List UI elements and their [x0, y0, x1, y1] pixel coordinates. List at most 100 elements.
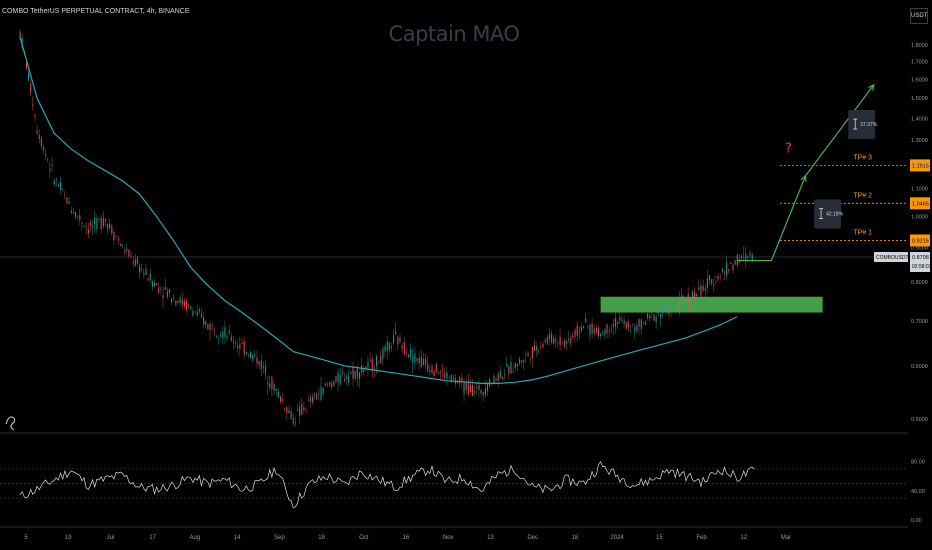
x-tick-label: 19: [65, 535, 72, 541]
current-price-label: 0.8708: [912, 255, 929, 261]
candle-body: [307, 400, 309, 401]
candle-body: [215, 336, 217, 337]
candle-body: [418, 357, 420, 364]
x-tick-label: 15: [656, 535, 663, 541]
candle-body: [694, 292, 696, 298]
candle-body: [132, 261, 134, 264]
candle-body: [623, 320, 625, 324]
candle-body: [92, 226, 94, 228]
candle-body: [213, 331, 215, 333]
candle-body: [42, 147, 45, 151]
candle-body: [390, 346, 393, 348]
candle-body: [288, 410, 290, 413]
candle-body: [416, 358, 418, 361]
candle-body: [461, 377, 463, 383]
ticker-title: COMBO TetherUS PERPETUAL CONTRACT, 4h, B…: [2, 8, 190, 15]
candle-body: [45, 153, 47, 156]
tp-level-label: TP# 2: [853, 192, 872, 199]
candle-body: [459, 377, 461, 384]
candle-body: [704, 288, 706, 291]
candle-body: [196, 311, 198, 316]
candle-body: [619, 316, 621, 321]
x-tick-label: 13: [487, 535, 494, 541]
candle-body: [192, 311, 194, 316]
candle-body: [318, 394, 320, 396]
x-tick-label: Nov: [443, 535, 454, 541]
candle-body: [369, 359, 371, 361]
candle-body: [207, 324, 209, 330]
candle-body: [139, 266, 141, 273]
candle-body: [630, 331, 632, 333]
candle-body: [679, 298, 681, 310]
candle-body: [100, 218, 102, 230]
candle-body: [55, 179, 57, 180]
candle-body: [536, 346, 538, 351]
tp-price-label: 1.0465: [912, 201, 929, 207]
candle-body: [51, 164, 53, 166]
candle-body: [580, 326, 583, 331]
candle-body: [713, 284, 715, 286]
drawing-tool-icon: [5, 416, 16, 431]
candle-body: [604, 329, 606, 336]
candle-body: [561, 342, 563, 343]
candle-body: [226, 336, 228, 338]
candle-body: [721, 268, 723, 272]
symbol-tag: [874, 251, 908, 262]
candle-body: [354, 371, 356, 380]
candle-body: [32, 104, 34, 107]
candle-body: [627, 322, 629, 328]
candle-body: [119, 244, 121, 247]
candle-body: [664, 306, 666, 308]
candle-body: [597, 328, 600, 337]
candle-body: [363, 370, 365, 373]
candle-body: [75, 211, 77, 218]
candle-body: [642, 322, 644, 323]
tp-level-label: TP# 1: [853, 229, 872, 236]
candle-body: [329, 382, 331, 385]
candle-body: [28, 72, 30, 81]
candle-body: [324, 383, 326, 386]
candle-body: [486, 383, 489, 391]
candle-body: [647, 313, 649, 318]
candle-body: [70, 210, 72, 214]
rsi-y-tick-label: 80.00: [911, 460, 925, 466]
y-tick-label: 1.1000: [911, 187, 928, 193]
candle-body: [548, 334, 550, 340]
candle-body: [708, 276, 711, 281]
y-tick-label: 0.7000: [911, 319, 928, 325]
x-tick-label: 14: [234, 535, 241, 541]
candle-body: [81, 222, 83, 224]
candle-body: [606, 324, 608, 334]
candle-body: [736, 255, 738, 265]
candle-body: [668, 311, 670, 315]
tp-price-tag: [910, 197, 930, 210]
candle-body: [292, 418, 294, 424]
candle-body: [706, 278, 708, 288]
candle-body: [83, 225, 85, 227]
candle-body: [427, 364, 429, 371]
candle-body: [232, 342, 235, 344]
candle-body: [126, 248, 128, 252]
candle-body: [559, 336, 561, 346]
candle-body: [422, 358, 425, 365]
measure-label: 42.18%: [826, 212, 844, 218]
tp-price-label: 0.9215: [912, 238, 929, 244]
candle-body: [521, 360, 523, 363]
candle-body: [608, 331, 610, 332]
candle-body: [702, 285, 704, 291]
candle-body: [371, 358, 373, 371]
candle-body: [314, 394, 316, 396]
currency-badge[interactable]: USDT: [910, 8, 928, 24]
target-zone-layer: [600, 296, 823, 313]
candle-body: [544, 339, 546, 342]
candle-body: [230, 336, 232, 341]
candle-body: [512, 372, 514, 373]
x-tick-label: Sep: [274, 535, 285, 541]
candle-body: [290, 411, 292, 420]
candle-body: [222, 331, 224, 339]
y-tick-label: 0.9000: [911, 245, 928, 251]
candle-body: [85, 226, 87, 228]
question-mark: ?: [785, 142, 792, 157]
candle-body: [258, 361, 260, 366]
